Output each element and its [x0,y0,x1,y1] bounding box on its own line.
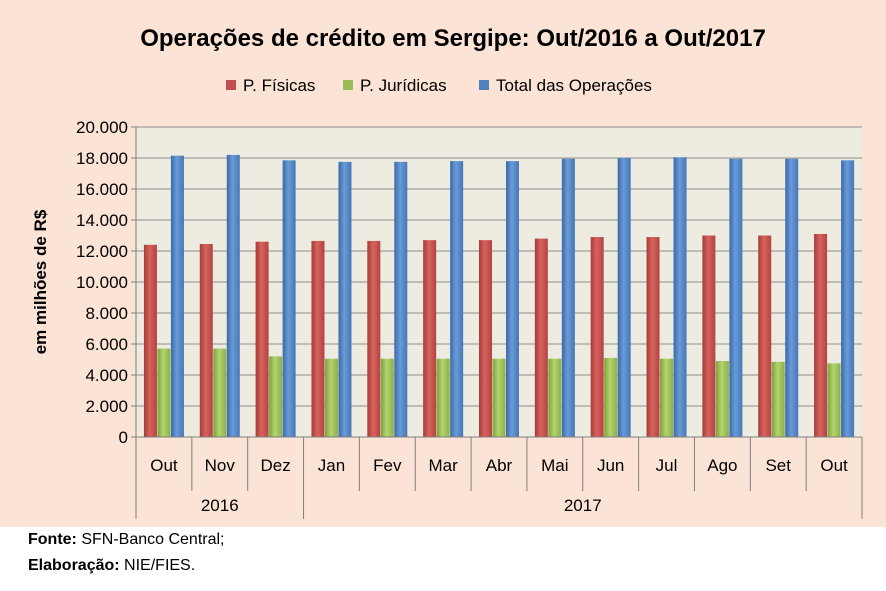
bar-p-jur-dicas [380,358,394,437]
bar-p-f-sicas [143,244,157,437]
bar-p-jur-dicas [492,358,506,437]
chart-title: Operações de crédito em Sergipe: Out/201… [140,25,766,52]
bar-p-f-sicas [646,237,660,437]
bar-p-f-sicas [590,237,604,437]
y-tick-label: 6.000 [85,335,128,354]
bar-p-f-sicas [814,233,828,437]
bar-p-f-sicas [534,238,548,437]
bar-total-das-opera-es [170,155,184,438]
bar-p-jur-dicas [436,358,450,437]
x-tick-label: Jul [656,456,678,475]
bar-p-jur-dicas [660,358,674,437]
bar-p-f-sicas [199,244,213,437]
bar-chart: Operações de crédito em Sergipe: Out/201… [31,25,863,519]
bar-p-jur-dicas [324,358,338,437]
bar-total-das-opera-es [841,160,855,437]
bar-p-jur-dicas [269,356,283,437]
x-tick-label: Mar [429,456,459,475]
x-tick-label: Jun [597,456,624,475]
y-axis-label: em milhões de R$ [31,209,50,354]
bar-p-jur-dicas [771,361,785,437]
bar-p-f-sicas [255,241,269,437]
elaboration-label: Elaboração: [28,557,120,574]
legend: P. Físicas P. Jurídicas Total das Operaçõe… [226,76,652,95]
y-tick-label: 8.000 [85,304,128,323]
bar-total-das-opera-es [729,158,743,437]
y-tick-label: 10.000 [76,273,128,292]
y-tick-label: 12.000 [76,242,128,261]
legend-label: Total das Operações [496,76,652,95]
bar-p-f-sicas [758,235,772,437]
y-tick-label: 14.000 [76,211,128,230]
bar-p-f-sicas [311,240,325,437]
legend-swatch [343,80,353,90]
x-tick-label: Out [150,456,178,475]
x-tick-label: Nov [205,456,236,475]
y-tick-label: 4.000 [85,366,128,385]
bar-total-das-opera-es [282,160,296,437]
bar-total-das-opera-es [561,158,575,437]
bar-total-das-opera-es [506,161,519,437]
x-tick-label: Out [820,456,848,475]
x-tick-label: Set [765,456,791,475]
legend-label: P. Jurídicas [360,76,447,95]
x-tick-label: Mai [541,456,568,475]
bar-p-f-sicas [367,240,381,437]
legend-label: P. Físicas [243,76,315,95]
year-label: 2017 [564,496,602,515]
x-tick-label: Dez [260,456,290,475]
bar-p-f-sicas [423,240,437,437]
bar-total-das-opera-es [617,158,631,437]
bar-total-das-opera-es [450,161,464,437]
source-value: SFN-Banco Central; [81,531,225,548]
bar-total-das-opera-es [673,157,687,437]
x-tick-label: Abr [486,456,513,475]
bar-p-jur-dicas [604,357,618,437]
bar-p-jur-dicas [157,348,171,437]
year-label: 2016 [201,496,239,515]
y-tick-label: 18.000 [76,149,128,168]
y-tick-label: 0 [119,428,128,447]
x-tick-label: Fev [373,456,402,475]
bar-total-das-opera-es [394,161,408,437]
bar-p-f-sicas [702,235,716,437]
y-tick-label: 16.000 [76,180,128,199]
bar-p-jur-dicas [548,358,562,437]
chart-area: Operações de crédito em Sergipe: Out/201… [0,0,886,527]
x-tick-label: Jan [318,456,345,475]
legend-swatch [479,80,489,90]
bar-p-jur-dicas [213,348,227,437]
y-tick-label: 20.000 [76,118,128,137]
source-label: Fonte: [28,531,77,548]
bar-p-jur-dicas [827,363,841,437]
bar-p-jur-dicas [715,361,729,437]
y-tick-label: 2.000 [85,397,128,416]
x-tick-label: Ago [707,456,737,475]
axes: 0 2.000 4.000 6.000 8.000 10.000 12.000 14.000 1… [76,118,863,519]
elaboration-line: Elaboração: NIE/FIES. [28,557,195,575]
bars [143,154,855,438]
bar-total-das-opera-es [785,158,799,437]
bar-total-das-opera-es [226,154,240,437]
bar-total-das-opera-es [338,161,352,437]
elaboration-value: NIE/FIES. [124,557,196,574]
legend-swatch [226,80,236,90]
bar-p-f-sicas [479,240,492,437]
source-line: Fonte: SFN-Banco Central; [28,531,225,549]
